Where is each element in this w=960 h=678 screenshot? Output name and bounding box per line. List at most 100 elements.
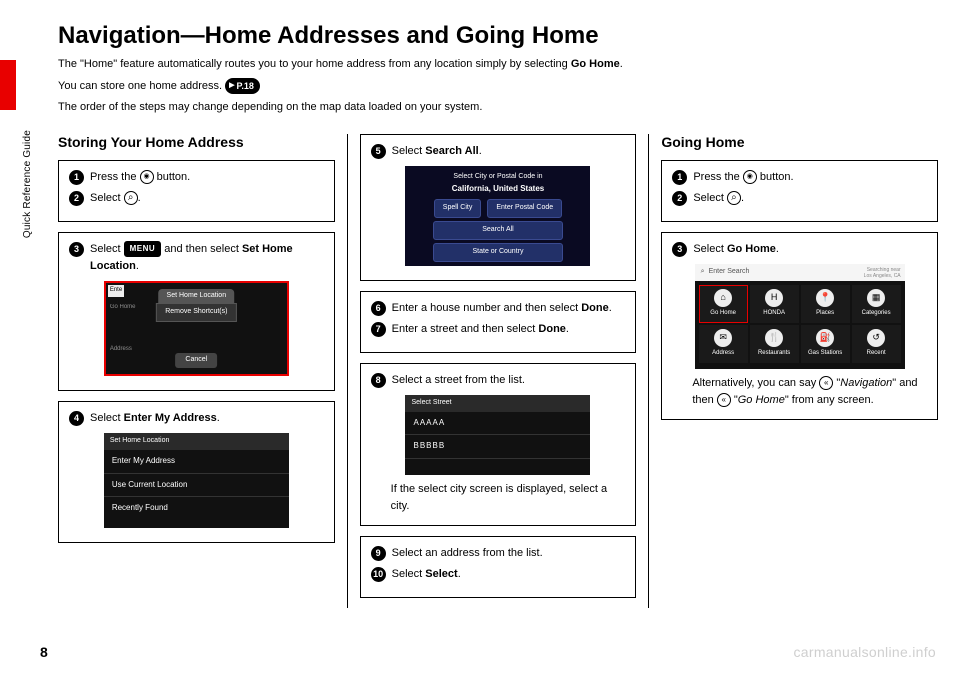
header-content: Navigation—Home Addresses and Going Home… bbox=[58, 22, 938, 121]
ss-b2: Enter Postal Code bbox=[487, 199, 562, 218]
c3-step-2: 2 Select . bbox=[672, 190, 927, 207]
step-1: 1 Press the ◉ button. bbox=[69, 169, 324, 186]
s3b: and then select bbox=[161, 243, 242, 255]
step-num-7: 7 bbox=[371, 322, 386, 337]
intro-line-2: You can store one home address. P.18 bbox=[58, 78, 938, 96]
s3a: Select bbox=[90, 243, 124, 255]
s5c: . bbox=[479, 145, 482, 157]
ss-r3: Recently Found bbox=[104, 497, 289, 519]
c3s1b: button. bbox=[757, 171, 794, 183]
side-label: Quick Reference Guide bbox=[22, 130, 33, 238]
step-8: 8 Select a street from the list. bbox=[371, 372, 626, 389]
ss-addr: Address bbox=[110, 345, 145, 354]
ss-loc: Searching nearLos Angeles, CA bbox=[864, 268, 901, 279]
s6a: Enter a house number and then select bbox=[392, 302, 582, 314]
step-num-6: 6 bbox=[371, 301, 386, 316]
ss-r1: Enter My Address bbox=[104, 450, 289, 473]
ss-b3: Search All bbox=[433, 221, 563, 240]
c3-step-num-2: 2 bbox=[672, 191, 687, 206]
s4b: Enter My Address bbox=[124, 412, 217, 424]
tt8: Recent bbox=[867, 349, 886, 358]
alt1: Alternatively, you can say bbox=[692, 377, 819, 389]
step-3: 3 Select MENU and then select Set Home L… bbox=[69, 241, 324, 275]
screenshot-search-all: Select City or Postal Code in California… bbox=[405, 166, 590, 266]
nav-button-icon: ◉ bbox=[140, 170, 154, 184]
step-num-5: 5 bbox=[371, 144, 386, 159]
step-5: 5 Select Search All. bbox=[371, 143, 626, 160]
ss-str2: BBBBB bbox=[405, 435, 590, 458]
step-6: 6 Enter a house number and then select D… bbox=[371, 300, 626, 317]
c3-step-num-3: 3 bbox=[672, 242, 687, 257]
ss-left-icons: Go Home Address bbox=[110, 287, 145, 370]
column-3: Going Home 1 Press the ◉ button. 2 Selec… bbox=[661, 134, 938, 608]
s4a: Select bbox=[90, 412, 124, 424]
col2-box4: 9 Select an address from the list. 10 Se… bbox=[360, 536, 637, 598]
page: Quick Reference Guide Navigation—Home Ad… bbox=[0, 0, 960, 678]
step-7: 7 Enter a street and then select Done. bbox=[371, 321, 626, 338]
ss-str1: AAAAA bbox=[405, 412, 590, 435]
c3-step-3: 3 Select Go Home. bbox=[672, 241, 927, 258]
tile-go-home: ⌂Go Home bbox=[699, 285, 748, 323]
intro-line-3: The order of the steps may change depend… bbox=[58, 99, 938, 117]
col3-title: Going Home bbox=[661, 134, 938, 150]
ss-t1: Select City or Postal Code in bbox=[405, 172, 590, 183]
s1b: button. bbox=[154, 171, 191, 183]
tt4: Categories bbox=[862, 309, 891, 318]
s10a: Select bbox=[392, 568, 426, 580]
s10c: . bbox=[458, 568, 461, 580]
tt3: Places bbox=[816, 309, 834, 318]
c3s3b: Go Home bbox=[727, 243, 776, 255]
s3d: . bbox=[136, 260, 139, 272]
page-ref-pill: P.18 bbox=[225, 78, 260, 94]
step-1-text: Press the ◉ button. bbox=[90, 169, 324, 186]
col1-box1: 1 Press the ◉ button. 2 Select . bbox=[58, 160, 335, 222]
tile-categories: ▦Categories bbox=[852, 285, 901, 323]
ss-t2: California, United States bbox=[405, 183, 590, 195]
step-num-4: 4 bbox=[69, 411, 84, 426]
ss-grid: ⌂Go Home HHONDA 📍Places ▦Categories ✉Add… bbox=[695, 281, 905, 367]
alt3c: " from any screen. bbox=[785, 394, 874, 406]
tile-restaurants: 🍴Restaurants bbox=[750, 325, 799, 363]
search-icon bbox=[124, 191, 138, 205]
step-10: 10 Select Select. bbox=[371, 566, 626, 583]
step-5-text: Select Search All. bbox=[392, 143, 626, 160]
c3-step-num-1: 1 bbox=[672, 170, 687, 185]
tile-gas: ⛽Gas Stations bbox=[801, 325, 850, 363]
step-2-text: Select . bbox=[90, 190, 324, 207]
col2-box1: 5 Select Search All. Select City or Post… bbox=[360, 134, 637, 281]
ss-loc2: Los Angeles, CA bbox=[864, 273, 901, 279]
s2a: Select bbox=[90, 192, 124, 204]
ss-search-text: Enter Search bbox=[709, 267, 750, 278]
tt5: Address bbox=[712, 349, 734, 358]
step-9: 9 Select an address from the list. bbox=[371, 545, 626, 562]
ss-remove: Remove Shortcut(s) bbox=[156, 303, 236, 322]
step-4: 4 Select Enter My Address. bbox=[69, 410, 324, 427]
step-num-1: 1 bbox=[69, 170, 84, 185]
search-icon bbox=[727, 191, 741, 205]
col2-box2: 6 Enter a house number and then select D… bbox=[360, 291, 637, 353]
screenshot-enter-address: Set Home Location Enter My Address Use C… bbox=[104, 433, 289, 528]
tile-address: ✉Address bbox=[699, 325, 748, 363]
intro-1b: Go Home bbox=[571, 58, 620, 70]
ss-top: Set Home Location bbox=[159, 289, 235, 304]
columns: Storing Your Home Address 1 Press the ◉ … bbox=[58, 134, 938, 608]
ss-brow1: Spell City Enter Postal Code bbox=[405, 199, 590, 218]
alt3b: Go Home bbox=[738, 394, 785, 406]
step-6-text: Enter a house number and then select Don… bbox=[392, 300, 626, 317]
step-8-note: If the select city screen is displayed, … bbox=[371, 481, 626, 515]
step-9-text: Select an address from the list. bbox=[392, 545, 626, 562]
col1-box2: 3 Select MENU and then select Set Home L… bbox=[58, 232, 335, 391]
screenshot-go-home: ⌕ Enter Search Searching nearLos Angeles… bbox=[695, 264, 905, 369]
s2b: . bbox=[138, 192, 141, 204]
col3-box2: 3 Select Go Home. ⌕ Enter Search Searchi… bbox=[661, 232, 938, 420]
col3-box1: 1 Press the ◉ button. 2 Select . bbox=[661, 160, 938, 222]
ss-sthdr: Select Street bbox=[405, 395, 590, 412]
ss-b4: State or Country bbox=[433, 243, 563, 262]
step-10-text: Select Select. bbox=[392, 566, 626, 583]
column-1: Storing Your Home Address 1 Press the ◉ … bbox=[58, 134, 335, 608]
page-title: Navigation—Home Addresses and Going Home bbox=[58, 22, 938, 50]
page-number: 8 bbox=[40, 644, 48, 660]
step-num-3: 3 bbox=[69, 242, 84, 257]
divider-1 bbox=[347, 134, 348, 608]
screenshot-street-list: Select Street AAAAA BBBBB bbox=[405, 395, 590, 475]
